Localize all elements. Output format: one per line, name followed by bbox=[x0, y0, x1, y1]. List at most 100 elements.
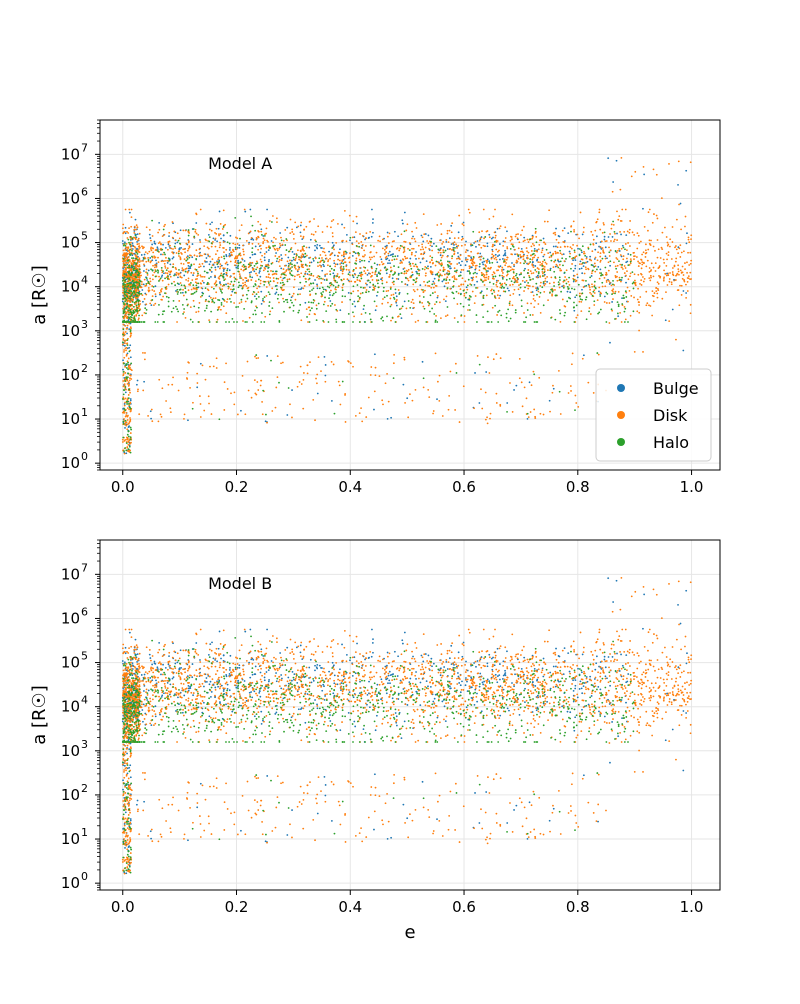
point-halo bbox=[561, 257, 563, 259]
point-bulge bbox=[506, 402, 508, 404]
point-disk bbox=[597, 299, 599, 301]
point-disk bbox=[677, 264, 679, 266]
point-disk bbox=[648, 277, 650, 279]
point-disk bbox=[127, 423, 129, 425]
point-bulge bbox=[627, 253, 629, 255]
point-disk bbox=[583, 231, 585, 233]
point-halo bbox=[289, 307, 291, 309]
point-disk bbox=[141, 283, 143, 285]
point-disk bbox=[555, 253, 557, 255]
point-disk bbox=[667, 284, 669, 286]
point-disk bbox=[384, 253, 386, 255]
point-halo bbox=[180, 292, 182, 294]
point-disk bbox=[305, 226, 307, 228]
point-bulge bbox=[280, 254, 282, 256]
point-disk bbox=[131, 262, 133, 264]
point-halo bbox=[475, 287, 477, 289]
point-disk bbox=[161, 288, 163, 290]
point-disk bbox=[423, 233, 425, 235]
point-disk bbox=[139, 261, 141, 263]
point-halo bbox=[627, 321, 629, 323]
point-disk bbox=[684, 262, 686, 264]
point-disk bbox=[209, 229, 211, 231]
point-disk bbox=[302, 408, 304, 410]
point-bulge bbox=[324, 375, 326, 377]
point-disk bbox=[439, 269, 441, 271]
point-disk bbox=[562, 299, 564, 301]
point-disk bbox=[189, 254, 191, 256]
point-halo bbox=[178, 269, 180, 271]
point-bulge bbox=[159, 294, 161, 296]
point-halo bbox=[237, 265, 239, 267]
point-bulge bbox=[225, 254, 227, 256]
point-disk bbox=[314, 419, 316, 421]
point-disk bbox=[650, 270, 652, 272]
point-halo bbox=[238, 286, 240, 288]
point-disk bbox=[154, 303, 156, 305]
point-halo bbox=[144, 307, 146, 309]
point-halo bbox=[512, 245, 514, 247]
point-halo bbox=[343, 266, 345, 268]
point-disk bbox=[136, 267, 138, 269]
point-disk bbox=[341, 255, 343, 257]
point-halo bbox=[124, 284, 126, 286]
point-halo bbox=[211, 267, 213, 269]
point-halo bbox=[286, 249, 288, 251]
point-halo bbox=[258, 296, 260, 298]
point-disk bbox=[404, 250, 406, 252]
point-disk bbox=[194, 254, 196, 256]
point-halo bbox=[523, 262, 525, 264]
point-bulge bbox=[316, 248, 318, 250]
point-halo bbox=[422, 268, 424, 270]
point-disk bbox=[312, 399, 314, 401]
point-disk bbox=[152, 235, 154, 237]
point-halo bbox=[198, 307, 200, 309]
point-bulge bbox=[225, 283, 227, 285]
point-bulge bbox=[328, 251, 330, 253]
point-disk bbox=[437, 295, 439, 297]
point-halo bbox=[324, 297, 326, 299]
point-halo bbox=[447, 306, 449, 308]
point-disk bbox=[373, 287, 375, 289]
point-disk bbox=[277, 355, 279, 357]
point-disk bbox=[161, 299, 163, 301]
point-halo bbox=[544, 259, 546, 261]
point-disk bbox=[645, 304, 647, 306]
point-halo bbox=[299, 304, 301, 306]
point-halo bbox=[502, 278, 504, 280]
point-halo bbox=[220, 275, 222, 277]
point-halo bbox=[624, 248, 626, 250]
point-halo bbox=[197, 321, 199, 323]
point-disk bbox=[125, 317, 127, 319]
point-disk bbox=[676, 248, 678, 250]
point-disk bbox=[431, 250, 433, 252]
point-disk bbox=[380, 270, 382, 272]
point-disk bbox=[528, 252, 530, 254]
point-disk bbox=[196, 278, 198, 280]
point-disk bbox=[306, 247, 308, 249]
point-halo bbox=[585, 299, 587, 301]
point-bulge bbox=[356, 223, 358, 225]
point-bulge bbox=[499, 295, 501, 297]
point-disk bbox=[232, 243, 234, 245]
point-bulge bbox=[191, 256, 193, 258]
point-disk bbox=[566, 279, 568, 281]
point-halo bbox=[238, 262, 240, 264]
point-disk bbox=[411, 248, 413, 250]
point-halo bbox=[182, 304, 184, 306]
point-disk bbox=[252, 243, 254, 245]
point-bulge bbox=[227, 268, 229, 270]
point-bulge bbox=[495, 254, 497, 256]
point-halo bbox=[268, 291, 270, 293]
point-disk bbox=[554, 289, 556, 291]
point-disk bbox=[428, 396, 430, 398]
point-bulge bbox=[367, 274, 369, 276]
point-disk bbox=[297, 226, 299, 228]
point-bulge bbox=[573, 270, 575, 272]
point-disk bbox=[346, 240, 348, 242]
point-halo bbox=[361, 260, 363, 262]
point-disk bbox=[223, 247, 225, 249]
point-halo bbox=[552, 291, 554, 293]
point-disk bbox=[411, 252, 413, 254]
point-disk bbox=[588, 268, 590, 270]
